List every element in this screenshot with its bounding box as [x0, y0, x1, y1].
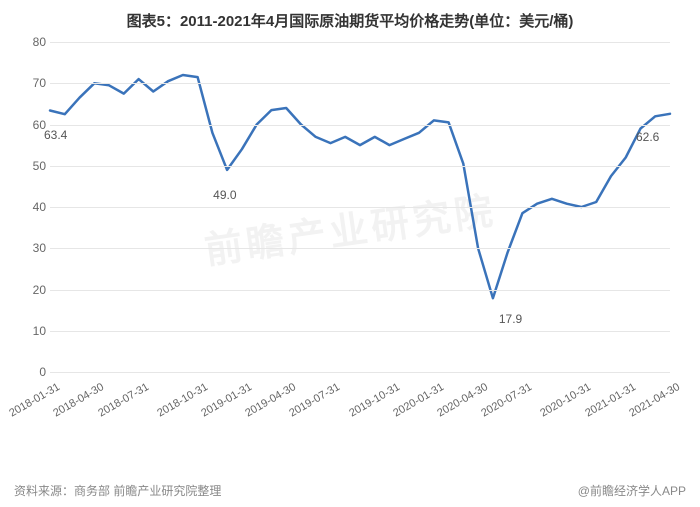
- data-annotation: 62.6: [636, 130, 659, 144]
- y-tick-label: 30: [22, 241, 46, 255]
- x-axis-labels: 2018-01-312018-04-302018-07-312018-10-31…: [50, 377, 670, 437]
- x-tick-label: 2018-04-30: [22, 381, 106, 436]
- grid-line: [50, 372, 670, 373]
- chart-area: 前瞻产业研究院 0102030405060708063.449.017.962.…: [20, 37, 680, 432]
- grid-line: [50, 207, 670, 208]
- y-tick-label: 20: [22, 283, 46, 297]
- x-tick-label: 2019-01-31: [170, 381, 254, 436]
- y-tick-label: 60: [22, 118, 46, 132]
- chart-container: 图表5：2011-2021年4月国际原油期货平均价格走势(单位：美元/桶) 前瞻…: [0, 0, 700, 507]
- chart-footer: 资料来源：商务部 前瞻产业研究院整理 @前瞻经济学人APP: [14, 482, 686, 499]
- grid-line: [50, 83, 670, 84]
- y-tick-label: 80: [22, 35, 46, 49]
- x-tick-label: 2021-01-31: [554, 381, 638, 436]
- grid-line: [50, 248, 670, 249]
- grid-line: [50, 125, 670, 126]
- grid-line: [50, 42, 670, 43]
- data-annotation: 17.9: [499, 312, 522, 326]
- grid-line: [50, 290, 670, 291]
- chart-title: 图表5：2011-2021年4月国际原油期货平均价格走势(单位：美元/桶): [0, 0, 700, 37]
- footer-brand: @前瞻经济学人APP: [578, 482, 686, 499]
- y-tick-label: 0: [22, 365, 46, 379]
- y-tick-label: 10: [22, 324, 46, 338]
- plot-region: 0102030405060708063.449.017.962.6: [50, 42, 670, 372]
- footer-source: 资料来源：商务部 前瞻产业研究院整理: [14, 484, 221, 498]
- y-tick-label: 50: [22, 159, 46, 173]
- y-tick-label: 70: [22, 76, 46, 90]
- grid-line: [50, 331, 670, 332]
- data-annotation: 49.0: [213, 188, 236, 202]
- x-tick-label: 2021-04-30: [598, 381, 682, 436]
- x-tick-label: 2020-01-31: [362, 381, 446, 436]
- grid-line: [50, 166, 670, 167]
- y-tick-label: 40: [22, 200, 46, 214]
- data-annotation: 63.4: [44, 128, 67, 142]
